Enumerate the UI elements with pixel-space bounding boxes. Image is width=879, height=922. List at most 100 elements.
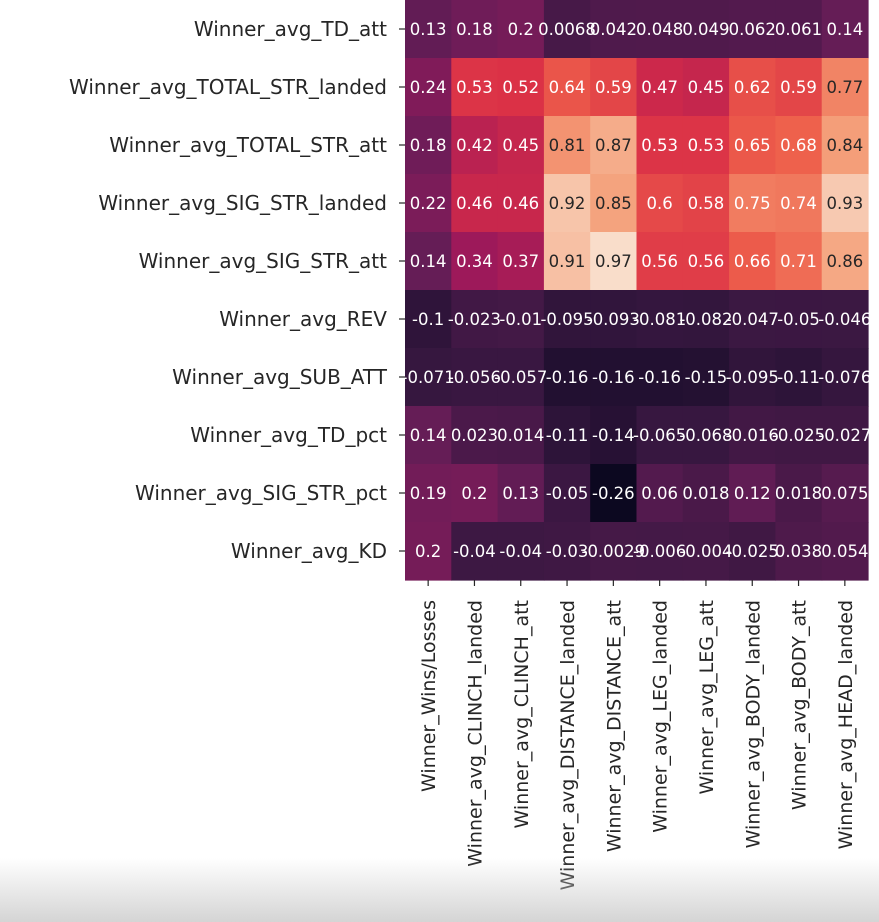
cell-value-label: 0.2: [461, 484, 487, 503]
cell-value-label: 0.84: [826, 136, 863, 155]
heatmap-cell: [543, 406, 591, 465]
heatmap-cell: [497, 174, 545, 233]
cell-value-label: -0.006: [633, 542, 686, 561]
cell-value-label: 0.0068: [538, 20, 596, 39]
cell-value-label: -0.16: [638, 368, 681, 387]
heatmap-cell: [775, 348, 823, 407]
cell-value-label: -0.047: [726, 310, 779, 329]
heatmap-cell: [405, 116, 452, 175]
heatmap-cell: [543, 290, 591, 349]
cell-value-label: 0.37: [502, 252, 539, 271]
cell-value-label: 0.85: [595, 194, 632, 213]
cell-value-label: -0.065: [633, 426, 686, 445]
cell-value-label: 0.062: [729, 20, 776, 39]
heatmap-cell: [821, 0, 869, 59]
heatmap-cell: [405, 174, 452, 233]
column-label: Winner_avg_LEG_att: [696, 600, 718, 795]
cell-value-label: -0.093: [587, 310, 640, 329]
heatmap-cell: [590, 232, 638, 291]
cell-value-label: -0.095: [726, 368, 779, 387]
cell-value-label: -0.11: [546, 426, 589, 445]
cell-value-label: 0.93: [826, 194, 863, 213]
heatmap-cell: [451, 174, 499, 233]
cell-value-label: -0.025: [726, 542, 779, 561]
heatmap-cell: [590, 174, 638, 233]
cell-value-label: 0.042: [590, 20, 637, 39]
heatmap-cell: [405, 522, 452, 581]
heatmap-cell: [821, 232, 869, 291]
cell-value-label: -0.027: [818, 426, 871, 445]
heatmap-cell: [497, 464, 545, 523]
heatmap-cell: [497, 232, 545, 291]
cell-value-label: -0.025: [772, 426, 825, 445]
heatmap-cell: [497, 0, 545, 59]
heatmap-cell: [590, 0, 638, 59]
cell-value-label: 0.47: [641, 78, 678, 97]
heatmap-cell: [821, 58, 869, 117]
heatmap-cell: [729, 174, 776, 233]
cell-value-label: -0.068: [679, 426, 732, 445]
cell-value-label: -0.057: [494, 368, 547, 387]
row-label: Winner_avg_REV: [219, 307, 387, 331]
cell-value-label: 0.038: [775, 542, 822, 561]
cell-value-label: -0.023: [448, 310, 501, 329]
row-label: Winner_avg_TOTAL_STR_landed: [69, 75, 387, 99]
cell-value-label: 0.81: [549, 136, 586, 155]
cell-value-label: 0.77: [826, 78, 863, 97]
heatmap-cell: [451, 232, 499, 291]
cell-value-label: 0.14: [410, 426, 447, 445]
heatmap-cell: [497, 522, 545, 581]
heatmap-cell: [682, 0, 730, 59]
heatmap-cell: [543, 232, 591, 291]
row-label: Winner_avg_SIG_STR_pct: [135, 481, 387, 505]
row-label: Winner_avg_TD_att: [194, 17, 387, 41]
heatmap-cell: [590, 522, 638, 581]
heatmap-cell: [775, 406, 823, 465]
cell-value-label: 0.13: [502, 484, 539, 503]
heatmap-cell: [821, 406, 869, 465]
heatmap-cell: [590, 406, 638, 465]
cell-value-label: 0.68: [780, 136, 817, 155]
heatmap-cell: [682, 174, 730, 233]
cell-value-label: -0.01: [499, 310, 542, 329]
cell-value-label: 0.87: [595, 136, 632, 155]
heatmap-cell: [590, 464, 638, 523]
cell-value-label: -0.03: [546, 542, 589, 561]
cell-value-label: -0.04: [453, 542, 496, 561]
heatmap-cell: [405, 290, 452, 349]
heatmap-cell: [729, 0, 776, 59]
heatmap-cell: [636, 232, 684, 291]
cell-value-label: 0.52: [502, 78, 539, 97]
heatmap-cell: [682, 290, 730, 349]
heatmap-cell: [636, 174, 684, 233]
row-labels: Winner_avg_TD_att Winner_avg_TOTAL_STR_la…: [69, 17, 405, 563]
cell-value-label: 0.023: [451, 426, 498, 445]
heatmap-cell: [543, 464, 591, 523]
heatmap-cell: [590, 348, 638, 407]
cell-value-label: -0.05: [777, 310, 820, 329]
cell-value-label: 0.66: [734, 252, 771, 271]
cell-value-label: -0.0029: [581, 542, 645, 561]
cell-value-label: 0.53: [688, 136, 725, 155]
cell-value-label: 0.19: [410, 484, 447, 503]
heatmap-cell: [405, 464, 452, 523]
row-label: Winner_avg_TD_pct: [190, 423, 387, 447]
heatmap-cell: [590, 116, 638, 175]
cell-value-label: 0.13: [410, 20, 447, 39]
cell-value-label: 0.014: [497, 426, 544, 445]
heatmap-cell: [729, 116, 776, 175]
cell-value-label: 0.12: [734, 484, 771, 503]
cell-value-label: 0.92: [549, 194, 586, 213]
heatmap-cell: [636, 348, 684, 407]
cell-value-label: 0.24: [410, 78, 447, 97]
heatmap-cell: [451, 290, 499, 349]
heatmap-cell: [636, 464, 684, 523]
cell-value-label: -0.056: [448, 368, 501, 387]
cell-value-label: 0.59: [780, 78, 817, 97]
cell-value-label: 0.91: [549, 252, 586, 271]
cell-value-label: 0.22: [410, 194, 447, 213]
heatmap-cell: [451, 464, 499, 523]
heatmap-cell: [682, 406, 730, 465]
column-label: Winner_Wins/Losses: [418, 600, 440, 792]
